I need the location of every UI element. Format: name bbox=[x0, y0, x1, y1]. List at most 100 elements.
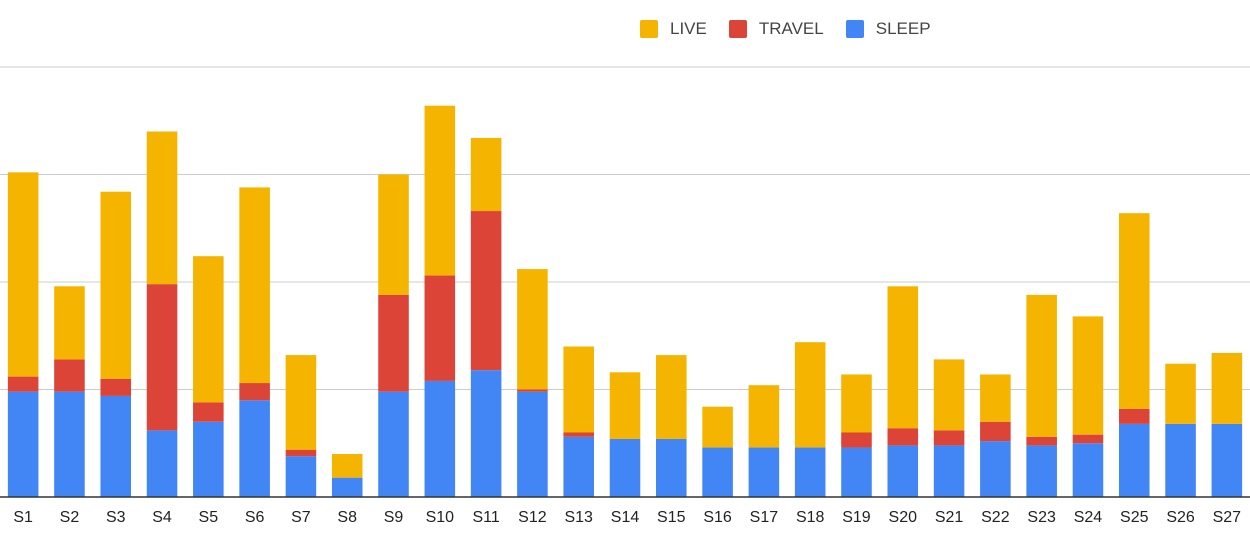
bar-live-s21 bbox=[933, 359, 965, 431]
x-tick-label: S26 bbox=[1166, 509, 1195, 526]
legend-swatch bbox=[640, 20, 658, 38]
bar-sleep-s1 bbox=[7, 391, 39, 497]
x-tick-label: S9 bbox=[384, 509, 404, 526]
bar-sleep-s18 bbox=[794, 447, 826, 497]
x-tick-label: S10 bbox=[426, 509, 455, 526]
bar-live-s10 bbox=[424, 105, 456, 276]
bar-sleep-s13 bbox=[563, 436, 594, 497]
bar-sleep-s26 bbox=[1165, 423, 1196, 497]
bar-travel-s11 bbox=[470, 211, 502, 371]
bar-sleep-s23 bbox=[1026, 445, 1057, 497]
bar-sleep-s6 bbox=[239, 400, 270, 497]
bar-travel-s23 bbox=[1026, 436, 1057, 446]
bar-travel-s25 bbox=[1118, 408, 1150, 424]
x-tick-label: S27 bbox=[1213, 509, 1242, 526]
bar-sleep-s20 bbox=[887, 445, 919, 497]
legend-label: SLEEP bbox=[875, 19, 931, 38]
x-tick-label: S21 bbox=[935, 509, 964, 526]
x-tick-label: S22 bbox=[981, 509, 1010, 526]
bar-sleep-s24 bbox=[1072, 443, 1104, 497]
x-tick-label: S5 bbox=[199, 509, 219, 526]
bar-sleep-s5 bbox=[193, 421, 224, 497]
bar-travel-s20 bbox=[887, 428, 919, 446]
bar-live-s12 bbox=[517, 269, 548, 390]
bar-sleep-s4 bbox=[146, 430, 178, 497]
x-tick-labels: S1 S2 S3 S4 S5 S6 S7 S8 S9 S10 S11 S12 S13 S14 S15 S16 S… bbox=[13, 509, 1241, 526]
legend-item-sleep: SLEEP bbox=[845, 19, 931, 39]
bar-sleep-s7 bbox=[285, 456, 317, 497]
bar-live-s5 bbox=[193, 256, 224, 403]
x-tick-label: S3 bbox=[106, 509, 126, 526]
bar-travel-s3 bbox=[100, 378, 132, 396]
x-tick-label: S6 bbox=[245, 509, 265, 526]
bar-live-s1 bbox=[7, 172, 39, 377]
bar-sleep-s19 bbox=[841, 447, 872, 497]
bar-live-s24 bbox=[1072, 316, 1104, 435]
bar-travel-s9 bbox=[378, 294, 409, 392]
bar-sleep-s14 bbox=[609, 438, 641, 497]
bar-live-s8 bbox=[331, 454, 363, 478]
bar-live-s19 bbox=[841, 374, 872, 433]
x-tick-label: S4 bbox=[152, 509, 172, 526]
bar-sleep-s25 bbox=[1118, 423, 1150, 497]
bar-sleep-s9 bbox=[378, 391, 409, 497]
legend-swatch bbox=[728, 20, 747, 38]
x-tick-label: S1 bbox=[13, 509, 33, 526]
bar-travel-s21 bbox=[933, 430, 965, 446]
bars bbox=[7, 105, 1243, 497]
bar-sleep-s27 bbox=[1211, 423, 1243, 497]
bar-live-s2 bbox=[54, 286, 85, 360]
bar-sleep-s15 bbox=[656, 438, 687, 497]
legend-label: LIVE bbox=[670, 19, 707, 38]
bar-live-s15 bbox=[656, 355, 687, 439]
bar-travel-s19 bbox=[841, 432, 872, 448]
bar-travel-s12 bbox=[517, 389, 548, 392]
bar-live-s7 bbox=[285, 355, 317, 450]
x-tick-label: S11 bbox=[472, 509, 499, 526]
x-tick-label: S2 bbox=[60, 509, 80, 526]
x-tick-label: S17 bbox=[750, 509, 779, 526]
bar-sleep-s16 bbox=[702, 447, 733, 497]
x-tick-label: S23 bbox=[1027, 509, 1056, 526]
bar-travel-s22 bbox=[980, 421, 1011, 442]
x-tick-label: S13 bbox=[564, 509, 593, 526]
bar-travel-s13 bbox=[563, 432, 594, 437]
bar-sleep-s21 bbox=[933, 445, 965, 497]
bar-travel-s2 bbox=[54, 359, 85, 392]
bar-travel-s6 bbox=[239, 383, 270, 401]
bar-live-s27 bbox=[1211, 352, 1243, 424]
bar-sleep-s8 bbox=[331, 477, 363, 497]
x-tick-label: S24 bbox=[1074, 509, 1103, 526]
bar-sleep-s17 bbox=[748, 447, 780, 497]
bar-sleep-s10 bbox=[424, 380, 456, 497]
legend-item-travel: TRAVEL bbox=[728, 19, 824, 39]
bar-sleep-s12 bbox=[517, 391, 548, 497]
bar-live-s16 bbox=[702, 406, 733, 448]
bar-live-s26 bbox=[1165, 363, 1196, 424]
bar-sleep-s11 bbox=[470, 370, 502, 497]
bar-travel-s1 bbox=[7, 376, 39, 392]
bar-sleep-s3 bbox=[100, 395, 132, 497]
x-tick-label: S14 bbox=[611, 509, 640, 526]
bar-sleep-s2 bbox=[54, 391, 85, 497]
bar-live-s6 bbox=[239, 187, 270, 384]
bar-travel-s24 bbox=[1072, 434, 1104, 444]
x-tick-label: S25 bbox=[1120, 509, 1149, 526]
bar-live-s23 bbox=[1026, 294, 1057, 437]
bar-live-s20 bbox=[887, 286, 919, 429]
bar-live-s25 bbox=[1118, 213, 1150, 409]
legend-item-live: LIVE bbox=[640, 19, 707, 39]
bar-live-s22 bbox=[980, 374, 1011, 422]
chart-legend: LIVE TRAVEL SLEEP bbox=[640, 19, 953, 39]
bar-live-s18 bbox=[794, 342, 826, 448]
x-tick-label: S18 bbox=[796, 509, 825, 526]
bar-travel-s10 bbox=[424, 275, 456, 381]
bar-live-s14 bbox=[609, 372, 641, 439]
x-tick-label: S19 bbox=[842, 509, 871, 526]
bar-travel-s5 bbox=[193, 402, 224, 422]
legend-swatch bbox=[845, 20, 864, 38]
bar-live-s11 bbox=[470, 137, 502, 212]
bar-sleep-s22 bbox=[980, 441, 1011, 497]
x-tick-label: S8 bbox=[337, 509, 357, 526]
